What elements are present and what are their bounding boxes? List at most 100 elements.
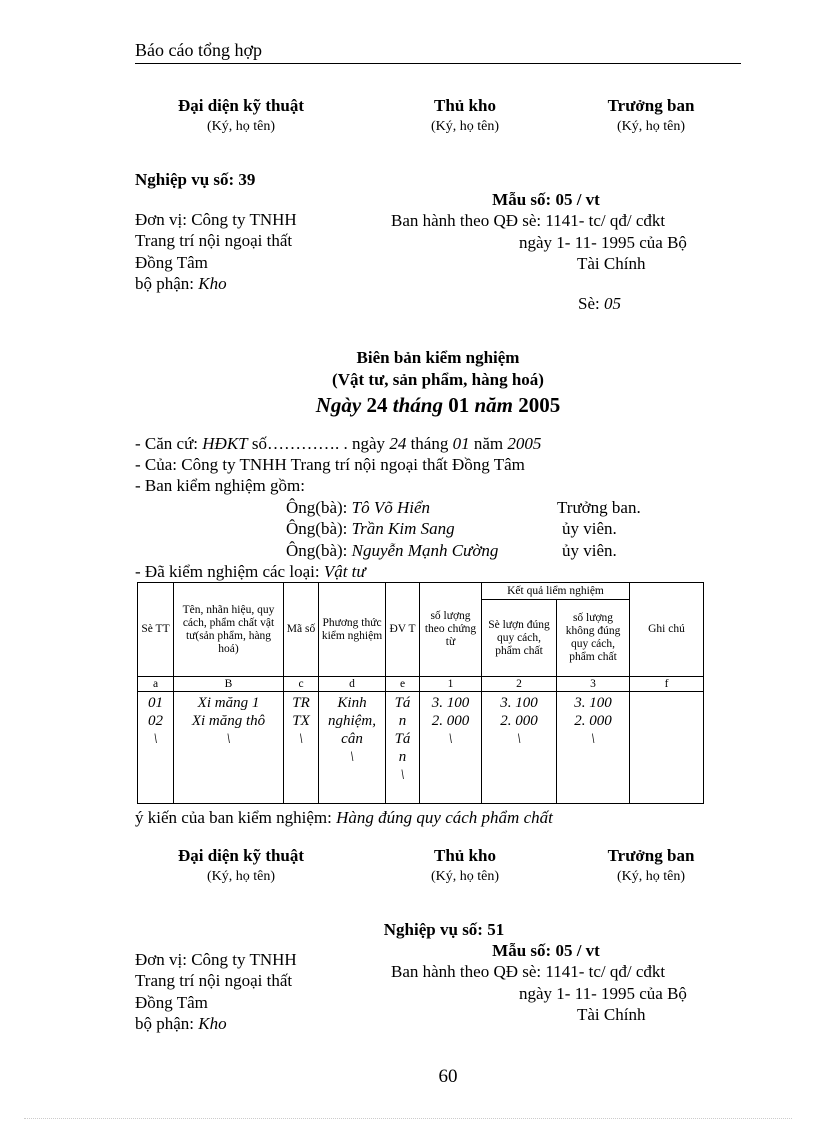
report-date: Ngày 24 tháng 01 năm 2005 (316, 393, 560, 417)
member: Ông(bà): Nguyễn Mạnh Cường (286, 541, 498, 561)
l: ý kiến của ban kiểm nghiệm: (135, 808, 337, 827)
t: - Căn cứ: (135, 434, 203, 453)
t: 2005 (507, 434, 542, 453)
code-cell: f (629, 676, 704, 692)
code-cell: c (283, 676, 319, 692)
v: Hàng đúng quy cách phẩm chất (336, 808, 553, 827)
code-cell: 1 (419, 676, 482, 692)
code-cell: e (385, 676, 420, 692)
n: Nguyễn Mạnh Cường (351, 541, 499, 560)
sig-storekeeper: Thủ kho (434, 96, 496, 115)
report-subtitle: (Vật tư, sản phẩm, hàng hoá) (332, 370, 544, 389)
th: số lượng theo chứng từ (419, 582, 482, 677)
value: 05 (603, 294, 621, 313)
op1-issued2: ngày 1- 11- 1995 của Bộ (519, 233, 687, 252)
code-cell: B (173, 676, 284, 692)
op1-unit: Đơn vị: Công ty TNHH (135, 210, 297, 229)
page-edge (24, 1118, 792, 1119)
page-number: 60 (438, 1066, 458, 1087)
op1-issued: Ban hành theo QĐ sè: 1141- tc/ qđ/ cđkt (391, 211, 666, 230)
op2-unit: Đồng Tâm (135, 993, 208, 1012)
p: Ông(bà): (286, 519, 352, 538)
n: Trần Kim Sang (351, 519, 455, 538)
op2-unit: Trang trí nội ngoại thất (135, 971, 293, 990)
op1-issued3: Tài Chính (577, 254, 646, 273)
op2-unit: Đơn vị: Công ty TNHH (135, 950, 297, 969)
th: Sè TT (137, 582, 174, 677)
sig-note: (Ký, họ tên) (616, 119, 686, 134)
op2-issued: Ban hành theo QĐ sè: 1141- tc/ qđ/ cđkt (391, 962, 666, 981)
header-title: Báo cáo tổng hợp (135, 40, 262, 60)
sig-note: (Ký, họ tên) (430, 869, 500, 884)
op1-title: Nghiệp vụ số: 39 (135, 170, 256, 189)
op2-title: Nghiệp vụ số: 51 (383, 920, 505, 939)
code-cell: d (318, 676, 386, 692)
sig-note: (Ký, họ tên) (430, 119, 500, 134)
th: Phương thức kiểm nghiệm (318, 582, 386, 677)
p: Ông(bà): (286, 541, 352, 560)
sig-technical: Đại diện kỹ thuật (177, 846, 305, 865)
label: Sè: (578, 294, 604, 313)
member: Ông(bà): Tô Võ Hiển (286, 498, 430, 518)
data-cell: Tá n Tá n \ (385, 691, 420, 804)
t: HĐKT (202, 434, 248, 453)
report-types: - Đã kiểm nghiệm các loại: Vật tư (135, 562, 366, 582)
sig-head: Trưởng ban (607, 846, 695, 865)
value: Kho (198, 274, 227, 293)
th: Sè lượn đúng quy cách, phẩm chất (481, 599, 557, 677)
op2-form: Mẫu số: 05 / vt (492, 941, 600, 960)
op1-number: Sè: 05 (578, 294, 621, 314)
report-board-label: - Ban kiểm nghiệm gồm: (135, 476, 305, 495)
value: Kho (198, 1014, 227, 1033)
op1-unit: Trang trí nội ngoại thất (135, 231, 293, 250)
data-cell: Kinh nghiệm, cân \ (318, 691, 386, 804)
report-basis: - Căn cứ: HĐKT số…………. . ngày 24 tháng 0… (135, 434, 541, 454)
data-cell: 01 02 \ (137, 691, 174, 804)
data-cell: TR TX \ (283, 691, 319, 804)
op1-dept: bộ phận: Kho (135, 274, 227, 294)
n: Tô Võ Hiển (351, 498, 431, 517)
report-opinion: ý kiến của ban kiểm nghiệm: Hàng đúng qu… (135, 808, 553, 828)
th: Tên, nhãn hiệu, quy cách, phẩm chất vật … (173, 582, 284, 677)
sig-technical: Đại diện kỹ thuật (177, 96, 305, 115)
data-cell (629, 691, 704, 804)
label: bộ phận: (135, 274, 199, 293)
w: Ngày (315, 393, 362, 417)
op1-form: Mẫu số: 05 / vt (492, 190, 600, 209)
th: ĐV T (385, 582, 420, 677)
member-role: ủy viên. (562, 541, 617, 560)
v: 2005 (512, 393, 561, 417)
data-cell: 3. 100 2. 000 \ (556, 691, 630, 804)
member-role: ủy viên. (562, 519, 617, 538)
op2-issued3: Tài Chính (577, 1005, 646, 1024)
inspection-table: Sè TT Tên, nhãn hiệu, quy cách, phẩm chấ… (137, 582, 704, 804)
code-cell: a (137, 676, 174, 692)
l: - Đã kiểm nghiệm các loại: (135, 562, 324, 581)
t: năm (469, 434, 508, 453)
t: 01 (452, 434, 470, 453)
member: Ông(bà): Trần Kim Sang (286, 519, 455, 539)
sig-storekeeper: Thủ kho (434, 846, 496, 865)
v: Vật tư (323, 562, 366, 581)
t: 24 (389, 434, 407, 453)
sig-note: (Ký, họ tên) (206, 869, 276, 884)
sig-head: Trưởng ban (607, 96, 695, 115)
member-role: Trưởng ban. (557, 498, 641, 517)
v: 24 (361, 393, 393, 417)
header-rule (135, 63, 741, 64)
th: Kết quả liểm nghiệm (481, 582, 630, 600)
t: tháng (406, 434, 453, 453)
data-cell: 3. 100 2. 000 \ (481, 691, 557, 804)
label: bộ phận: (135, 1014, 199, 1033)
th: số lượng không đúng quy cách, phẩm chất (556, 599, 630, 677)
code-cell: 3 (556, 676, 630, 692)
code-cell: 2 (481, 676, 557, 692)
sig-note: (Ký, họ tên) (206, 119, 276, 134)
op2-dept: bộ phận: Kho (135, 1014, 227, 1034)
op1-unit: Đồng Tâm (135, 253, 208, 272)
data-cell: 3. 100 2. 000 \ (419, 691, 482, 804)
v: 01 (442, 393, 475, 417)
w: năm (474, 393, 513, 417)
report-of: - Của: Công ty TNHH Trang trí nội ngoại … (135, 455, 525, 474)
